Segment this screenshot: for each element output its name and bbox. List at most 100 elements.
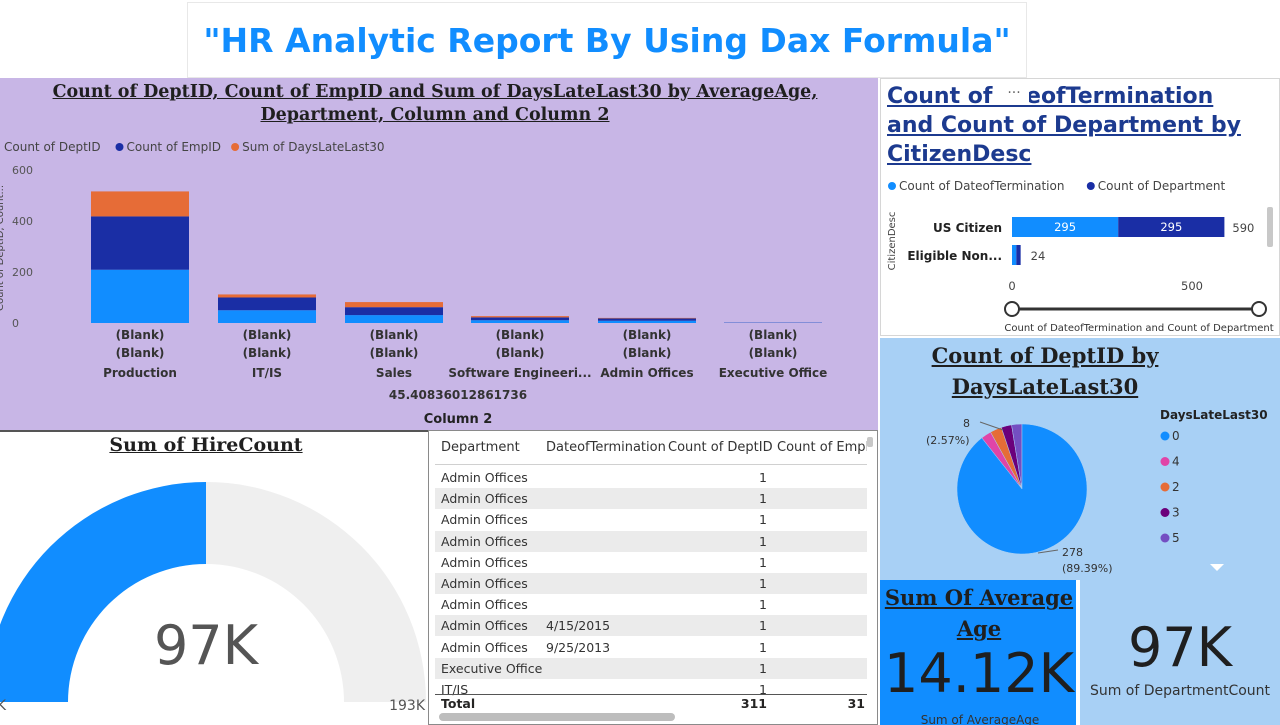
table-row[interactable]: IT/IS 1 — [435, 679, 867, 697]
col-header-dateoftermination[interactable]: DateofTermination — [546, 440, 666, 455]
bar-segment — [1012, 245, 1017, 265]
cell-count-deptid: 1 — [759, 660, 767, 676]
cell-department: Admin Offices — [441, 533, 528, 549]
cell-department: Admin Offices — [441, 491, 528, 507]
bar-segment — [1012, 217, 1119, 237]
gauge-visual[interactable]: Sum of HireCount 97K 0K 193K — [0, 430, 428, 725]
cell-department: Admin Offices — [441, 597, 528, 613]
col-header-count-empid[interactable]: Count of EmpID — [777, 440, 867, 455]
pie-chart-svg: 8 (2.57%) 278 (89.39%) DaysLateLast30 0 4 2 3 5 — [926, 408, 1268, 575]
horizontal-scrollbar[interactable] — [439, 713, 675, 721]
report-title-box: "HR Analytic Report By Using Dax Formula… — [187, 2, 1027, 78]
bar-segment — [1016, 245, 1021, 265]
x-tick-sublabel: (Blank) — [749, 328, 798, 342]
x-tick-label: Sales — [376, 366, 412, 380]
x-tick-sublabel: (Blank) — [623, 328, 672, 342]
legend-marker-icon — [1160, 457, 1170, 466]
legend-marker-icon — [231, 143, 240, 151]
table-row[interactable]: Executive Office 1 — [435, 657, 867, 679]
table-row[interactable]: Admin Offices 1 — [435, 573, 867, 594]
legend-label: Count of EmpID — [127, 140, 222, 154]
bar-segment — [91, 191, 189, 217]
table-visual[interactable]: Department DateofTermination Count of De… — [428, 430, 878, 725]
col-header-department[interactable]: Department — [441, 440, 520, 455]
x-tick-label: Software Engineeri... — [448, 366, 591, 380]
cell-count-deptid: 1 — [759, 554, 767, 570]
x-tick-sublabel: (Blank) — [370, 328, 419, 342]
termination-chart-svg: Count of DateofTermination Count of Depar… — [887, 179, 1274, 334]
x-tick-sublabel: (Blank) — [370, 346, 419, 360]
legend-label: Count of Department — [1098, 179, 1226, 193]
x-tick-label: IT/IS — [252, 366, 282, 380]
legend-label: Sum of DaysLateLast30 — [242, 140, 384, 154]
cell-count-deptid: 1 — [759, 470, 767, 485]
bar-total-label: 590 — [1232, 221, 1254, 235]
bar-data-label: 295 — [1160, 220, 1182, 234]
legend-label: Count of DeptID — [4, 140, 101, 154]
report-title: "HR Analytic Report By Using Dax Formula… — [203, 20, 1011, 60]
gauge-svg: 97K 0K 193K — [0, 482, 426, 714]
range-slider-handle-min — [1004, 301, 1020, 317]
pie-data-label: 278 — [1062, 546, 1083, 559]
x-axis-title: Count of DateofTermination and Count of … — [1004, 323, 1273, 334]
total-count-deptid: 311 — [740, 696, 767, 711]
cell-department: Admin Offices — [441, 470, 528, 485]
bar-segment — [345, 315, 443, 323]
average-age-label: 45.40836012861736 — [389, 388, 527, 402]
y-tick-label: US Citizen — [933, 221, 1002, 235]
gauge-visual-title: Sum of HireCount — [109, 434, 303, 456]
bar-total-label: 24 — [1031, 249, 1046, 263]
col-header-count-deptid[interactable]: Count of DeptID — [668, 440, 773, 455]
bar-segment — [91, 269, 189, 323]
legend-label: 5 — [1172, 531, 1180, 545]
y-tick-label: 400 — [12, 215, 33, 228]
cell-count-deptid: 1 — [759, 597, 767, 613]
pie-data-pct: (89.39%) — [1062, 562, 1113, 575]
x-tick-sublabel: (Blank) — [496, 346, 545, 360]
bar-segment — [1118, 217, 1225, 237]
table-row[interactable]: Admin Offices 1 — [435, 530, 867, 552]
cell-count-deptid: 1 — [759, 512, 767, 528]
termination-visual-title: Count of D eofTermination and Count of D… — [887, 84, 1241, 167]
vertical-scrollbar[interactable] — [867, 437, 873, 447]
table-row[interactable]: Admin Offices 1 — [435, 552, 867, 573]
table-row[interactable]: Admin Offices 1 — [435, 509, 867, 530]
table-row[interactable]: Admin Offices 9/25/2013 1 — [435, 637, 867, 658]
table-row[interactable]: Admin Offices 1 — [435, 594, 867, 615]
pie-data-label: 8 — [963, 417, 970, 430]
termination-bar-visual[interactable]: Count of D eofTermination and Count of D… — [880, 78, 1280, 336]
pie-visual[interactable]: Count of DeptID by DaysLateLast30 8 (2.57… — [880, 338, 1280, 580]
bar-segment — [598, 318, 696, 321]
avg-age-card[interactable]: Sum Of Average Age 14.12K Sum of Average… — [880, 580, 1078, 725]
pie-data-pct: (2.57%) — [926, 434, 970, 447]
x-tick-sublabel: (Blank) — [243, 346, 292, 360]
legend-marker-icon — [115, 143, 124, 151]
cell-count-deptid: 1 — [759, 682, 767, 697]
more-options-icon[interactable]: ··· — [999, 85, 1029, 105]
dept-count-card[interactable]: 97K Sum of DepartmentCount — [1080, 580, 1280, 725]
legend-label: 0 — [1172, 429, 1180, 443]
bar-segment — [471, 316, 569, 318]
table-row[interactable]: Admin Offices 1 — [435, 467, 867, 488]
x-tick-label: 0 — [1008, 279, 1015, 293]
cell-department: Executive Office — [441, 660, 543, 676]
avg-age-value: 14.12K — [883, 642, 1074, 705]
bar-segment — [91, 216, 189, 270]
bar-segment — [471, 317, 569, 321]
cell-department: Admin Offices — [441, 618, 528, 634]
cell-department: Admin Offices — [441, 554, 528, 570]
bar-segment — [598, 317, 696, 319]
stacked-bar-visual[interactable]: Count of DeptID, Count of EmpID and Sum … — [0, 78, 878, 430]
cell-department: IT/IS — [441, 682, 469, 697]
table-row[interactable]: Admin Offices 4/15/2015 1 — [435, 615, 867, 637]
x-tick-sublabel: (Blank) — [243, 328, 292, 342]
legend-marker-icon — [1086, 182, 1095, 190]
y-tick-label: 600 — [12, 164, 33, 177]
gauge-min-label: 0K — [0, 698, 7, 714]
pie-visual-title: Count of DeptID by DaysLateLast30 — [931, 343, 1159, 399]
cell-dateoftermination: 4/15/2015 — [546, 618, 611, 634]
legend-marker-icon — [1160, 482, 1170, 492]
legend-marker-icon — [1160, 431, 1170, 441]
table-row[interactable]: Admin Offices 1 — [435, 488, 867, 510]
total-count-empid: 31 — [847, 696, 865, 711]
